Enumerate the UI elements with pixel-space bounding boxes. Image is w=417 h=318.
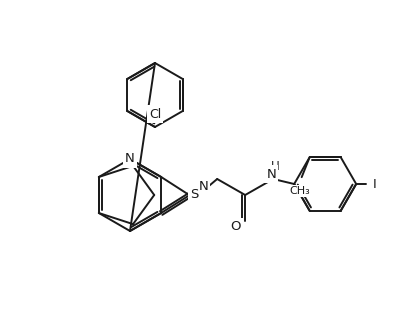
Text: N: N	[266, 168, 276, 181]
Text: N: N	[125, 153, 135, 165]
Text: S: S	[190, 189, 198, 202]
Text: I: I	[372, 177, 376, 190]
Text: O: O	[230, 220, 241, 233]
Text: H: H	[271, 161, 279, 174]
Text: CH₃: CH₃	[289, 186, 310, 196]
Text: N: N	[198, 181, 208, 193]
Text: Cl: Cl	[149, 107, 161, 121]
